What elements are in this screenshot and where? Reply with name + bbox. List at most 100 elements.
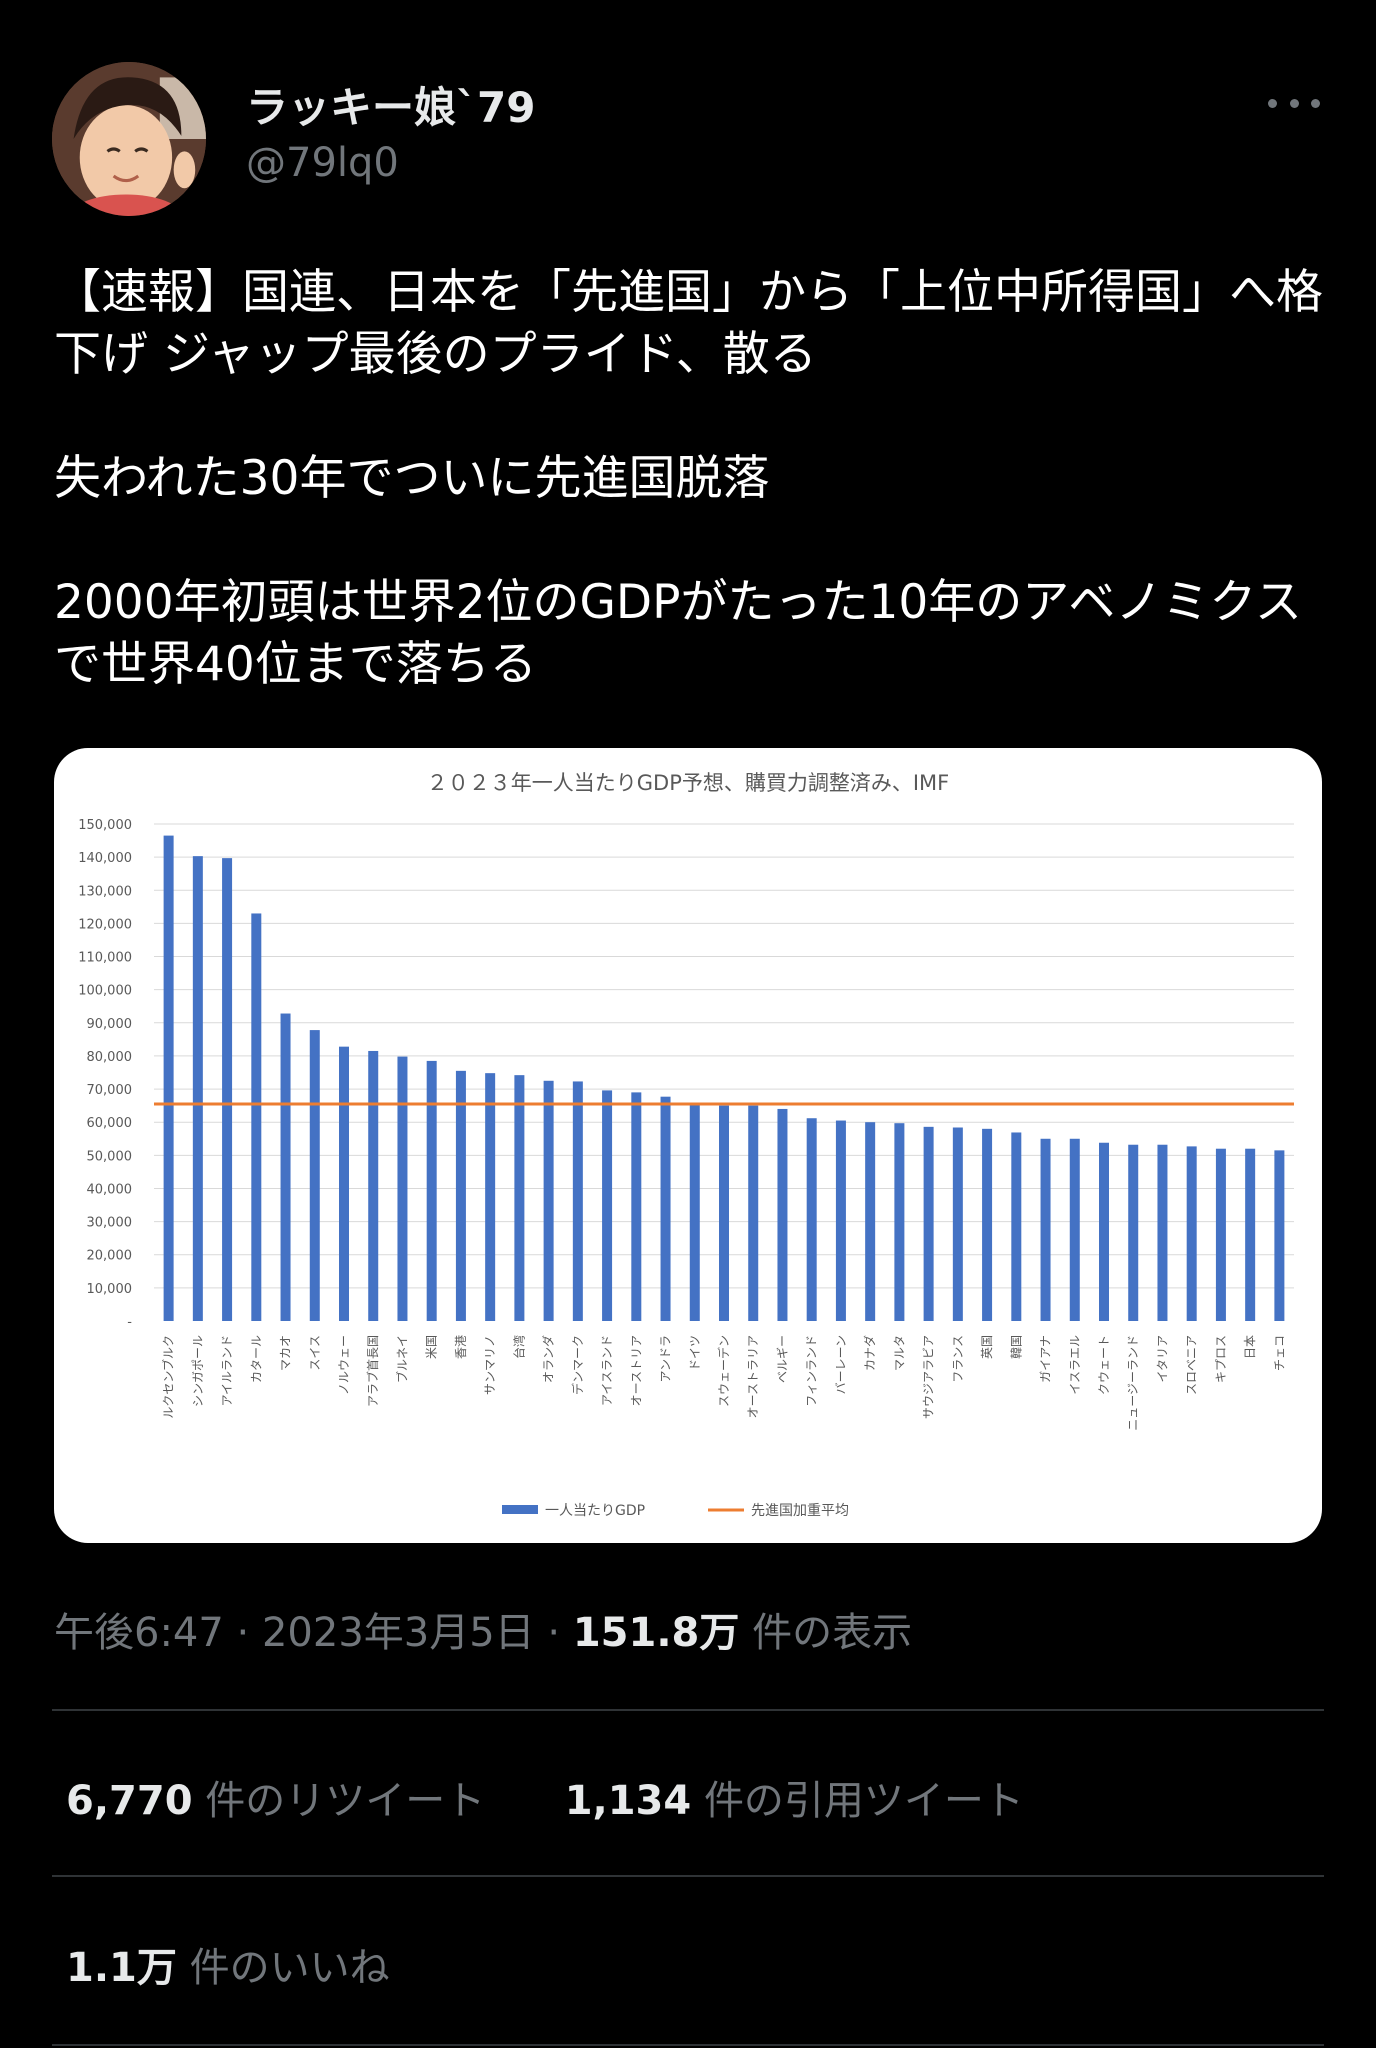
gdp-bar-chart: ２０２３年一人当たりGDP予想、購買力調整済み、IMF - 10,000 20,000… — [78, 771, 1294, 1519]
bar — [1040, 1138, 1051, 1321]
tweet-paragraph: 失われた30年でついに先進国脱落 — [54, 451, 770, 506]
meta-separator: · — [547, 1610, 561, 1656]
y-tick-label: - — [127, 1315, 132, 1330]
divider — [52, 1709, 1324, 1711]
x-tick-label: ブルネイ — [394, 1335, 409, 1383]
tweet-text: 【速報】国連、日本を「先進国」から「上位中所得国」へ格下げ ジャップ最後のプライ… — [54, 262, 1324, 696]
user-handle[interactable]: @79lq0 — [246, 140, 399, 186]
divider — [52, 1875, 1324, 1877]
y-tick-label: 60,000 — [87, 1116, 133, 1131]
x-tick-label: ニュージーランド — [1126, 1335, 1140, 1431]
x-tick-label: フランス — [951, 1335, 965, 1383]
meta-separator: · — [236, 1610, 250, 1656]
divider — [52, 2044, 1324, 2046]
quote-count: 1,134 — [564, 1778, 692, 1824]
more-options-button[interactable] — [1268, 86, 1320, 120]
y-tick-label: 90,000 — [87, 1017, 133, 1032]
x-tick-label: アンドラ — [659, 1335, 673, 1383]
like-count: 1.1万 — [66, 1945, 177, 1991]
y-tick-label: 130,000 — [78, 884, 132, 899]
retweets-stat[interactable]: 6,770 件のリツイート — [66, 1768, 485, 1826]
more-dot-icon — [1289, 98, 1299, 108]
x-tick-label: バーレーン — [834, 1335, 848, 1394]
x-tick-label: オランダ — [541, 1335, 556, 1383]
like-label: 件のいいね — [189, 1945, 390, 1991]
avatar-image — [52, 62, 206, 216]
y-tick-label: 70,000 — [87, 1083, 133, 1098]
x-tick-label: サンマリノ — [483, 1335, 497, 1395]
chart-title: ２０２３年一人当たりGDP予想、購買力調整済み、IMF — [427, 771, 950, 795]
retweet-count: 6,770 — [66, 1778, 193, 1824]
quote-tweets-stat[interactable]: 1,134 件の引用ツイート — [565, 1768, 1024, 1826]
chart-image[interactable]: ２０２３年一人当たりGDP予想、購買力調整済み、IMF - 10,000 20,000… — [54, 748, 1322, 1543]
x-tick-label: 日本 — [1243, 1335, 1257, 1359]
bar — [1099, 1142, 1109, 1321]
bar — [631, 1092, 642, 1321]
x-tick-label: スウェーデン — [716, 1335, 731, 1407]
x-tick-label: オーストリア — [629, 1335, 643, 1406]
x-tick-label: ノルウェー — [337, 1335, 351, 1395]
x-tick-label: サウジアラビア — [922, 1335, 936, 1419]
bar — [163, 835, 174, 1321]
x-tick-label: 韓国 — [1009, 1335, 1023, 1359]
x-tick-label: マカオ — [279, 1335, 293, 1371]
x-tick-label: アラブ首長国 — [365, 1335, 380, 1407]
likes-stat[interactable]: 1.1万 件のいいね — [66, 1935, 390, 1993]
bar — [689, 1104, 700, 1321]
bar — [368, 1050, 379, 1321]
bar — [426, 1060, 437, 1321]
bar — [572, 1081, 583, 1321]
x-tick-label: ドイツ — [688, 1335, 702, 1371]
x-tick-label: スイス — [308, 1335, 322, 1371]
bar — [952, 1127, 963, 1321]
tweet-paragraph: 2000年初頭は世界2位のGDPがたった10年のアベノミクスで世界40位まで落ち… — [54, 575, 1302, 692]
more-dot-icon — [1268, 98, 1277, 108]
x-tick-label: カタール — [249, 1335, 263, 1383]
bar — [748, 1105, 759, 1321]
y-tick-label: 110,000 — [78, 951, 132, 966]
tweet-date[interactable]: 2023年3月5日 — [261, 1610, 535, 1656]
x-tick-label: ルクセンブルク — [161, 1335, 176, 1419]
bar — [1274, 1150, 1285, 1321]
bar — [1069, 1138, 1080, 1321]
view-count: 151.8万 — [572, 1610, 740, 1656]
y-tick-label: 150,000 — [78, 818, 132, 833]
x-tick-label: 米国 — [425, 1335, 439, 1359]
y-tick-label: 120,000 — [78, 917, 132, 932]
more-dot-icon — [1311, 98, 1320, 108]
retweet-label: 件のリツイート — [205, 1778, 486, 1824]
tweet-meta: 午後6:47 · 2023年3月5日 · 151.8万 件の表示 — [54, 1600, 912, 1658]
display-name[interactable]: ラッキー娘`79 — [246, 83, 536, 132]
y-tick-label: 30,000 — [87, 1216, 133, 1231]
bar — [543, 1080, 554, 1321]
x-tick-label: カナダ — [862, 1335, 877, 1371]
x-tick-label: マルタ — [892, 1335, 906, 1371]
x-tick-label: 香港 — [454, 1335, 468, 1359]
y-tick-label: 80,000 — [87, 1050, 133, 1065]
legend-swatch-bar — [502, 1505, 538, 1514]
legend-label: 先進国加重平均 — [751, 1503, 849, 1519]
bar — [192, 856, 203, 1321]
bar — [397, 1056, 408, 1321]
x-tick-label: イタリア — [1155, 1335, 1169, 1383]
bar — [982, 1128, 993, 1321]
x-tick-label: イスラエル — [1068, 1335, 1082, 1395]
view-count-label: 件の表示 — [752, 1610, 913, 1656]
bar — [660, 1096, 671, 1321]
y-tick-label: 40,000 — [87, 1182, 133, 1197]
x-tick-label: アイルランド — [220, 1335, 234, 1406]
bar — [894, 1123, 905, 1321]
avatar[interactable] — [52, 62, 206, 216]
bar — [777, 1108, 788, 1321]
y-tick-label: 10,000 — [87, 1282, 133, 1297]
x-tick-label: チェコ — [1272, 1335, 1286, 1371]
y-tick-label: 20,000 — [87, 1249, 133, 1264]
quote-label: 件の引用ツイート — [703, 1778, 1024, 1824]
tweet-time[interactable]: 午後6:47 — [54, 1610, 224, 1656]
bar — [719, 1105, 729, 1321]
bar — [514, 1075, 525, 1321]
bar — [251, 913, 262, 1321]
x-tick-label: フィンランド — [805, 1335, 819, 1407]
bar — [865, 1122, 876, 1321]
bar — [923, 1126, 934, 1321]
